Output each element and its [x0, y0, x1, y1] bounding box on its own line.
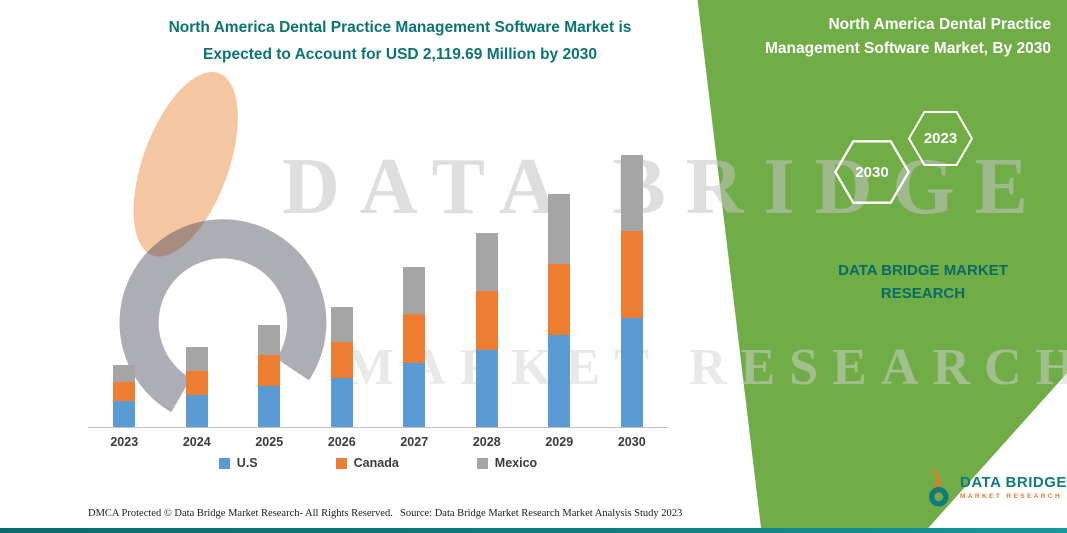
hexagon-2030-outline: [833, 140, 911, 204]
stacked-bar-2026: [330, 306, 353, 427]
bar-segment-canada-2025: [258, 355, 281, 386]
dmca-note: DMCA Protected © Data Bridge Market Rese…: [88, 508, 393, 519]
panel-heading: North America Dental Practice Management…: [765, 16, 1051, 58]
stacked-bar-2029: [548, 193, 571, 427]
bar-segment-canada-2027: [403, 314, 426, 363]
x-tick-2027: 2027: [400, 435, 429, 449]
bar-2023: [88, 365, 161, 427]
bar-segment-mexico-2023: [113, 365, 136, 383]
chart-title-line2: Expected to Account for USD 2,119.69 Mil…: [203, 46, 597, 64]
stacked-bar-2023: [113, 365, 136, 427]
legend-label-mexico: Mexico: [494, 456, 538, 470]
bar-segment-mexico-2028: [475, 232, 498, 291]
footer-logo-subtitle: MARKET RESEARCH: [960, 493, 1063, 500]
source-note: Source: Data Bridge Market Research Mark…: [400, 508, 683, 519]
bar-segment-canada-2029: [548, 264, 571, 335]
bar-segment-canada-2026: [330, 342, 353, 379]
bar-2027: [378, 266, 451, 427]
bar-2026: [306, 306, 379, 427]
hexagon-2030: 2030: [833, 139, 911, 205]
data-bridge-logo-icon: [929, 468, 949, 507]
x-tick-2026: 2026: [327, 435, 356, 449]
hexagon-2030-label: 2030: [855, 163, 889, 181]
bar-segment-u-s-2025: [258, 385, 281, 427]
x-axis-labels: 2023 2024 2025 2026 2027 2028 2029 2030: [88, 435, 668, 449]
legend-swatch-canada: [335, 457, 347, 469]
bar-segment-u-s-2026: [330, 378, 353, 427]
x-tick-2029: 2029: [545, 435, 574, 449]
x-tick-2024: 2024: [182, 435, 211, 449]
chart-title: North America Dental Practice Management…: [70, 14, 730, 68]
bar-segment-mexico-2026: [330, 306, 353, 343]
x-tick-2028: 2028: [472, 435, 501, 449]
bar-segment-mexico-2027: [403, 266, 426, 315]
legend-label-canada: Canada: [353, 456, 399, 470]
bar-segment-mexico-2030: [620, 154, 643, 231]
bar-segment-u-s-2030: [620, 317, 643, 427]
bottom-accent-bar: [0, 528, 1067, 533]
bar-segment-u-s-2023: [113, 401, 136, 427]
bar-segment-u-s-2027: [403, 362, 426, 427]
bar-segment-mexico-2024: [185, 347, 208, 371]
footer-logo-text: DATA BRIDGE MARKET RESEARCH: [960, 466, 1067, 500]
footer-logo: DATA BRIDGE MARKET RESEARCH: [921, 466, 1067, 508]
footer-logo-title: DATA BRIDGE: [960, 474, 1067, 491]
bar-2030: [596, 154, 669, 427]
bar-2024: [161, 347, 234, 427]
bar-segment-u-s-2024: [185, 394, 208, 427]
bar-segment-u-s-2029: [548, 334, 571, 427]
stacked-bar-2028: [475, 232, 498, 427]
legend-item-mexico: Mexico: [476, 456, 538, 470]
hexagon-2023-outline: [907, 110, 974, 167]
bar-2028: [451, 232, 524, 427]
legend: U.S Canada Mexico: [88, 456, 668, 470]
bar-segment-canada-2023: [113, 382, 136, 402]
bar-2029: [523, 193, 596, 427]
bar-segment-canada-2030: [620, 230, 643, 318]
hexagon-2023: 2023: [907, 110, 974, 167]
stacked-bar-2027: [403, 266, 426, 427]
bar-segment-canada-2024: [185, 370, 208, 395]
panel-brand-text: DATA BRIDGE MARKET RESEARCH: [838, 262, 1008, 302]
bar-segment-mexico-2029: [548, 193, 571, 265]
chart-title-line1: North America Dental Practice Management…: [168, 19, 632, 36]
x-tick-2025: 2025: [255, 435, 284, 449]
stacked-bar-2030: [620, 154, 643, 427]
bar-segment-canada-2028: [475, 291, 498, 350]
legend-label-u-s: U.S: [236, 456, 258, 470]
bar-segment-mexico-2025: [258, 324, 281, 356]
legend-item-u-s: U.S: [218, 456, 258, 470]
plot-area: [88, 148, 668, 428]
stacked-bar-chart: 2023 2024 2025 2026 2027 2028 2029 2030: [88, 148, 668, 449]
x-tick-2030: 2030: [617, 435, 646, 449]
legend-item-canada: Canada: [335, 456, 399, 470]
stacked-bar-2025: [258, 324, 281, 427]
hexagon-2023-label: 2023: [923, 130, 958, 147]
stacked-bar-2024: [185, 347, 208, 427]
x-tick-2023: 2023: [110, 435, 139, 449]
bar-2025: [233, 324, 306, 427]
legend-swatch-u-s: [218, 457, 230, 469]
bar-segment-u-s-2028: [475, 350, 498, 427]
legend-swatch-mexico: [476, 457, 488, 469]
